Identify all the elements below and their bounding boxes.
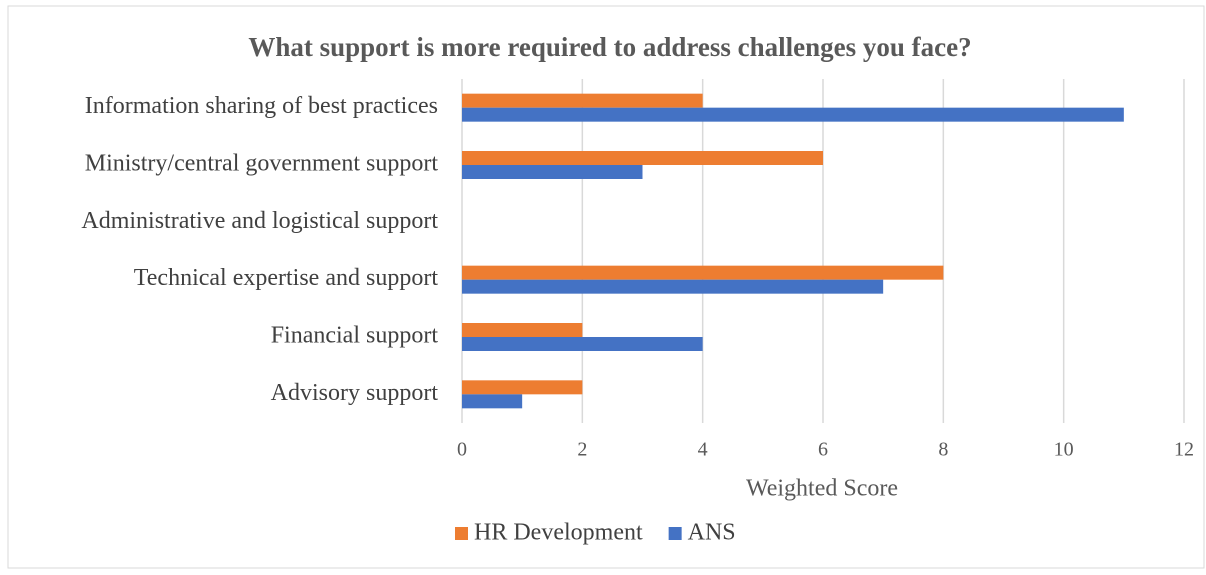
bar [462, 394, 523, 409]
x-axis-label: Weighted Score [746, 476, 898, 502]
x-tick-label: 2 [577, 439, 587, 461]
y-tick-label: Financial support [271, 323, 439, 349]
bar [462, 93, 703, 108]
legend-label: HR Development [474, 520, 643, 546]
y-tick-label: Technical expertise and support [134, 265, 439, 291]
x-tick-label: 10 [1054, 439, 1074, 461]
bar [462, 165, 643, 179]
chart-title: What support is more required to address… [248, 32, 971, 62]
legend-swatch [455, 527, 468, 540]
bar [462, 337, 703, 351]
x-tick-label: 4 [698, 439, 708, 461]
y-tick-label: Administrative and logistical support [81, 208, 438, 234]
y-tick-label: Ministry/central government support [85, 151, 439, 177]
bar [462, 279, 884, 294]
x-tick-label: 0 [457, 439, 467, 461]
x-tick-label: 6 [818, 439, 828, 461]
x-tick-label: 8 [938, 439, 948, 461]
bar [462, 265, 944, 280]
x-tick-label: 12 [1174, 439, 1194, 461]
bar [462, 323, 583, 337]
bar [462, 151, 823, 165]
y-tick-label: Information sharing of best practices [85, 93, 438, 119]
legend-label: ANS [688, 520, 736, 546]
y-tick-label: Advisory support [271, 380, 439, 406]
bar [462, 107, 1124, 122]
bar [462, 380, 583, 395]
legend-swatch [668, 527, 682, 540]
